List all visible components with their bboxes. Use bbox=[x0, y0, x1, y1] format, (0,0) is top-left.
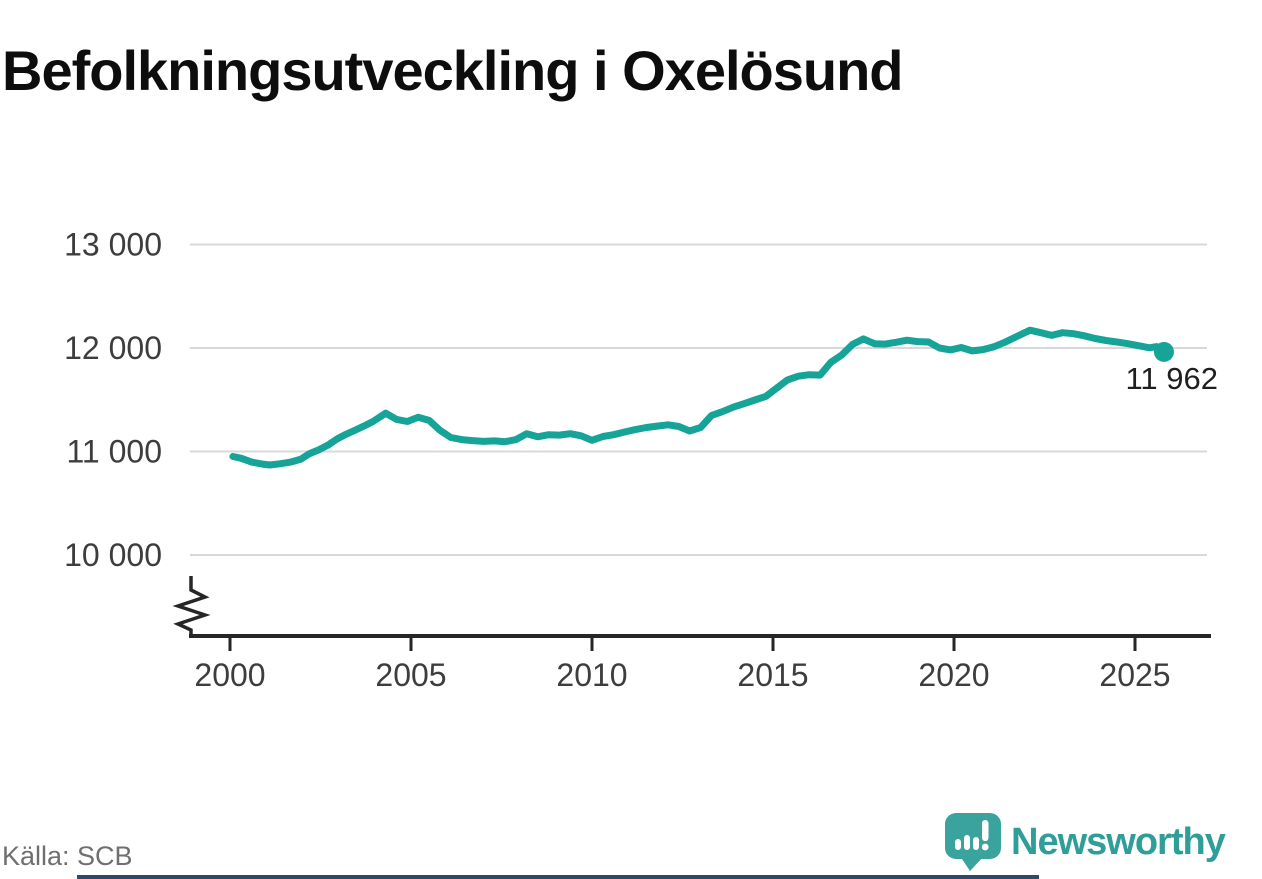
brand-logo: Newsworthy bbox=[944, 812, 1226, 872]
y-tick-label: 11 000 bbox=[67, 434, 163, 470]
x-axis: 2000 2005 2010 2015 2020 2025 bbox=[172, 576, 1211, 693]
x-axis-labels: 2000 2005 2010 2015 2020 2025 bbox=[194, 657, 1170, 693]
y-tick-label: 12 000 bbox=[64, 330, 162, 366]
y-axis-labels: 13 000 12 000 11 000 10 000 bbox=[64, 227, 162, 574]
brand-name: Newsworthy bbox=[1011, 821, 1226, 863]
y-tick-label: 13 000 bbox=[64, 227, 162, 263]
page-title: Befolkningsutveckling i Oxelösund bbox=[2, 38, 904, 102]
end-value-label: 11 962 bbox=[1125, 361, 1218, 396]
x-tick-label: 2000 bbox=[194, 657, 265, 693]
y-tick-label: 10 000 bbox=[64, 537, 162, 573]
x-tick-label: 2025 bbox=[1099, 657, 1170, 693]
source-note: Källa: SCB bbox=[2, 841, 133, 871]
data-series bbox=[229, 326, 1174, 469]
x-tick-label: 2015 bbox=[737, 657, 808, 693]
y-axis-break-icon bbox=[172, 576, 211, 636]
x-tick-marks bbox=[228, 636, 1137, 651]
gridlines bbox=[190, 243, 1207, 556]
bottom-accent-bar bbox=[77, 875, 1039, 879]
x-tick-label: 2005 bbox=[375, 657, 446, 693]
end-point-marker bbox=[1153, 341, 1174, 362]
x-tick-label: 2020 bbox=[918, 657, 989, 693]
newsworthy-pin-barchart-icon bbox=[945, 813, 1001, 871]
x-tick-label: 2010 bbox=[556, 657, 627, 693]
population-line bbox=[229, 326, 1168, 469]
